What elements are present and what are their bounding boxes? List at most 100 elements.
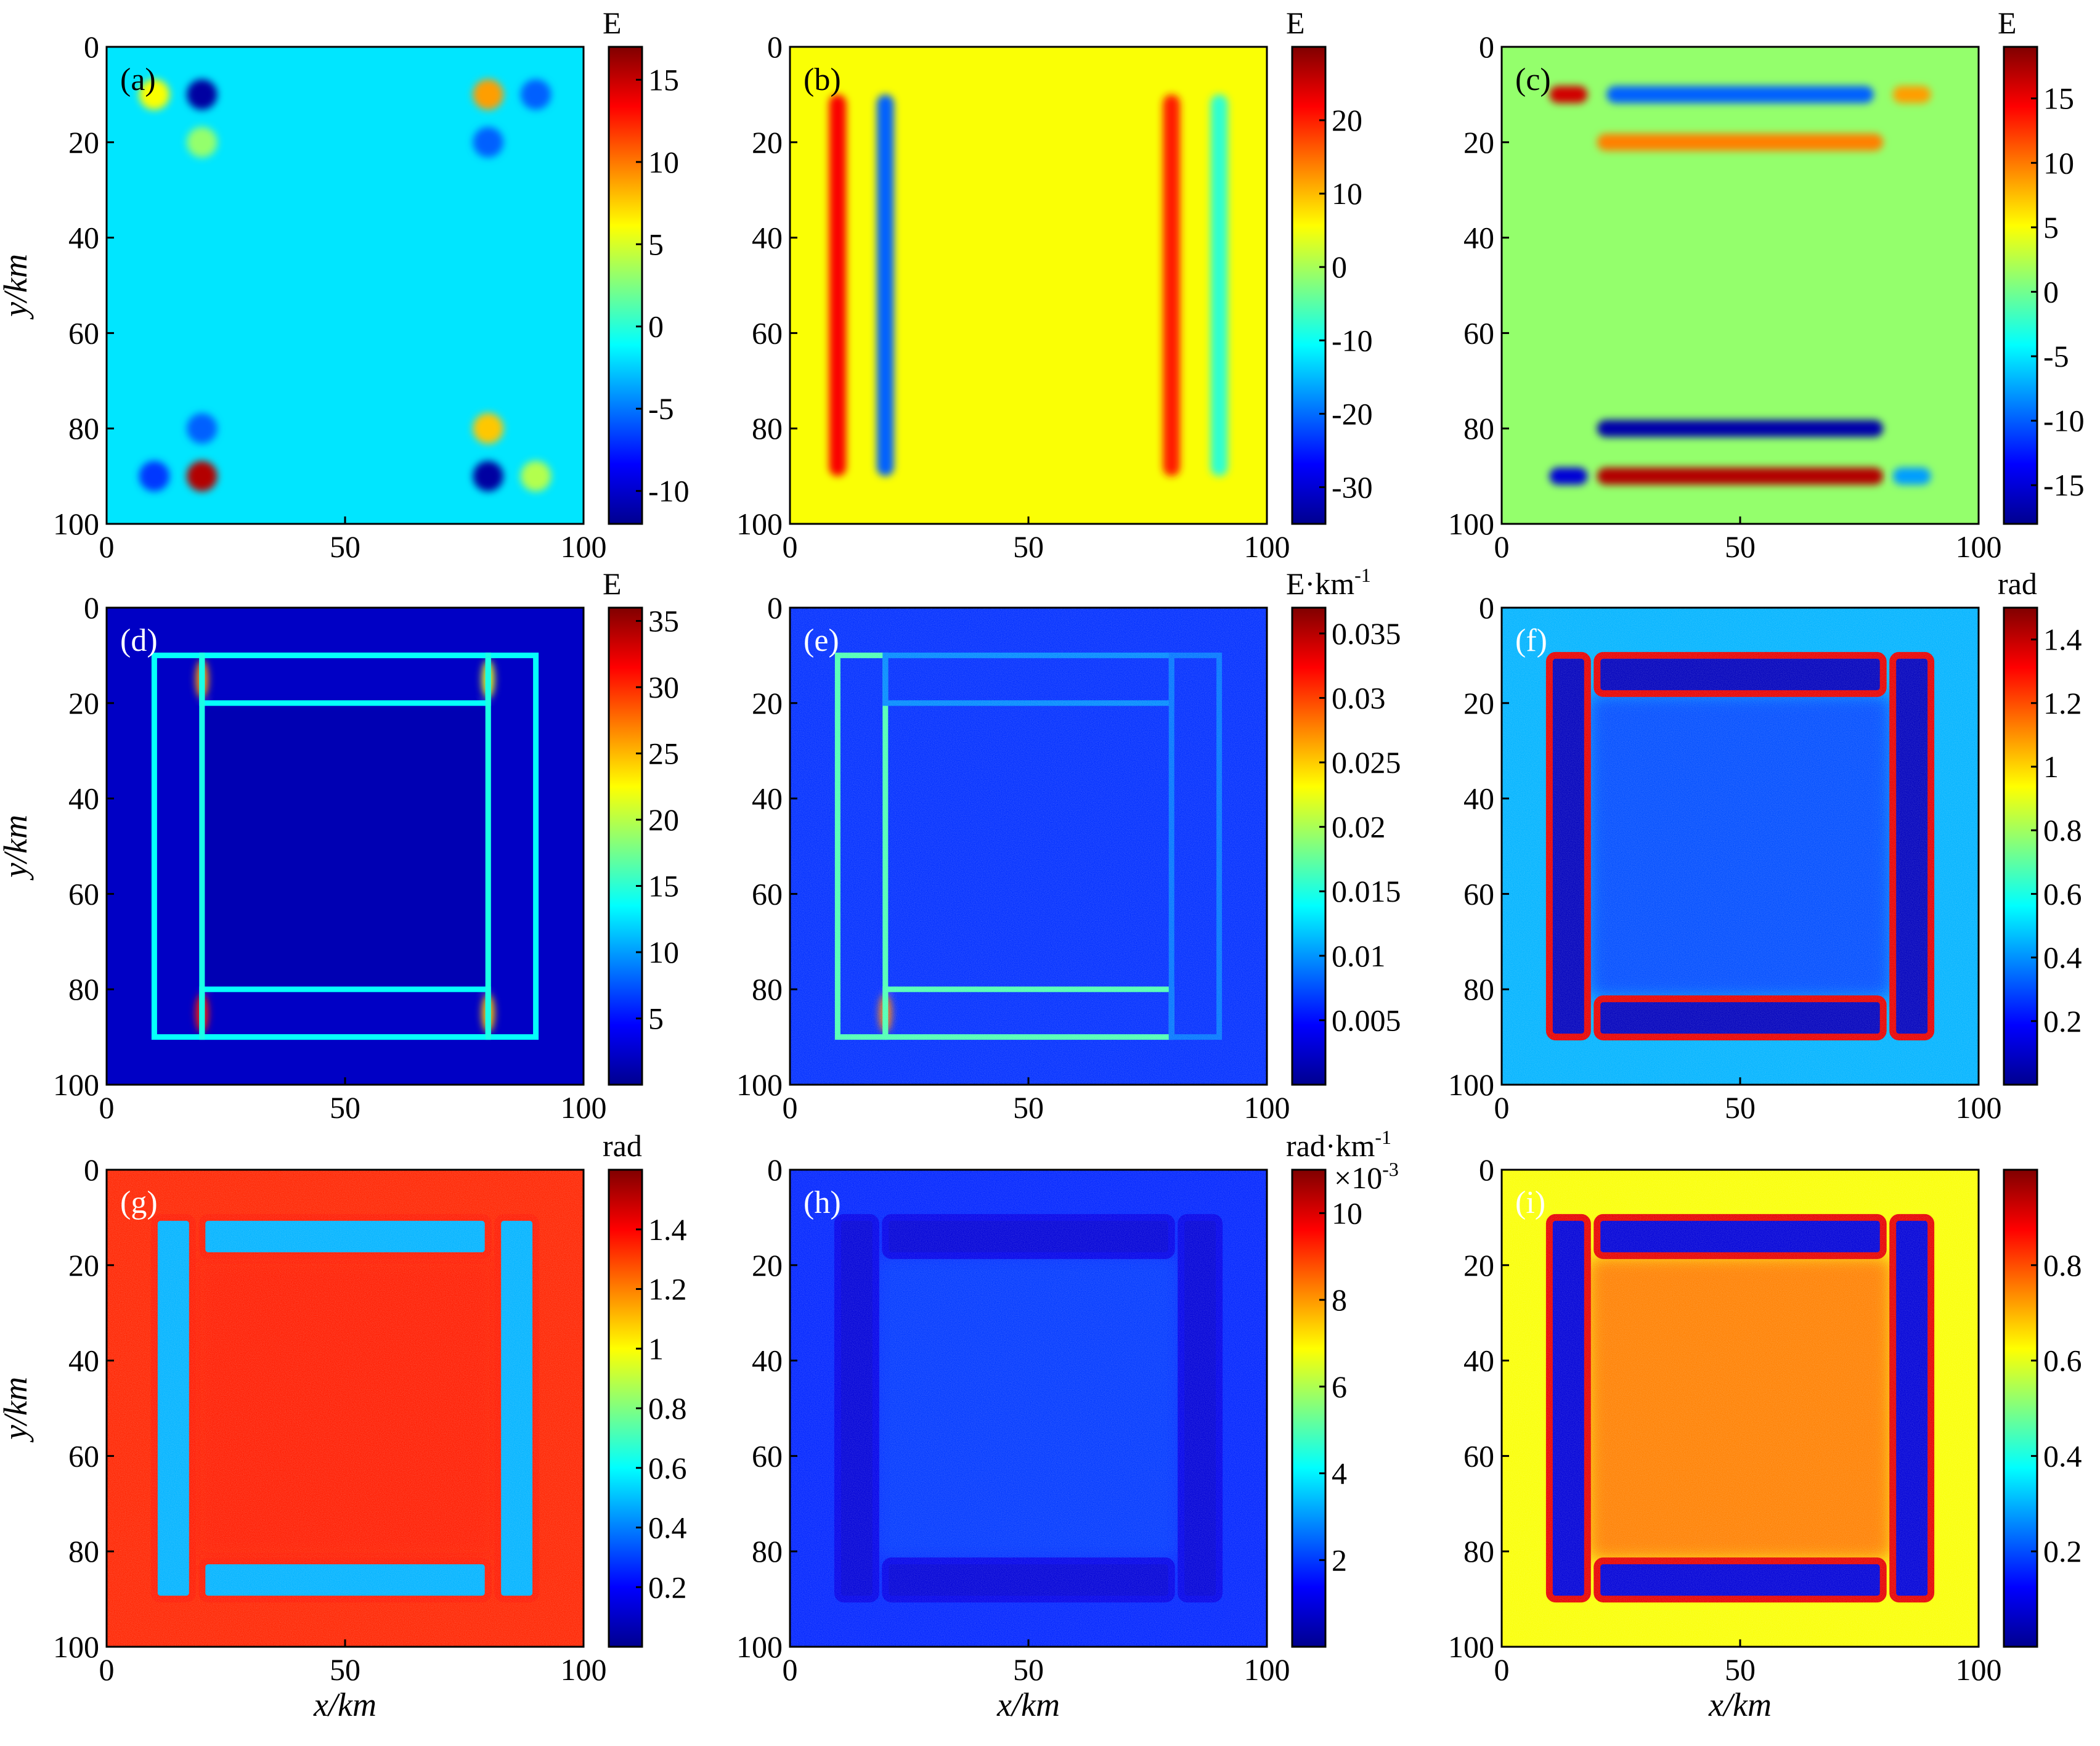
heatmap-bar [1892,467,1931,485]
colorbar-tick-label: 10 [648,145,679,179]
x-tick-label: 100 [1244,1090,1290,1125]
y-tick-label: 20 [752,1248,783,1283]
heatmap-area [107,1170,584,1647]
x-tick-label: 50 [330,529,360,564]
y-tick-label: 80 [752,411,783,446]
panel-label: (e) [804,623,839,658]
colorbar: 2 4 6 8 10 rad·km-1×10-3 [1286,1126,1399,1648]
x-tick-label: 100 [561,1090,607,1125]
colorbar-unit: E [1998,6,2017,40]
y-tick-label: 100 [736,507,783,541]
y-tick-label: 0 [767,590,783,625]
x-axis-title: x/km [996,1686,1060,1723]
colorbar-tick-label: 0.005 [1332,1003,1401,1037]
panel-label: (g) [120,1185,158,1220]
colorbar-tick-label: 30 [648,670,679,704]
y-tick-label: 0 [84,1152,99,1187]
x-tick-label: 0 [783,1652,798,1687]
heatmap-area [790,1170,1267,1647]
colorbar-tick-label: 0.4 [2043,1438,2082,1473]
heatmap-bar [1210,94,1228,476]
colorbar-tick-label: 1.4 [2043,622,2082,657]
y-tick-label: 40 [1463,781,1494,816]
colorbar-scale [608,46,643,525]
y-tick-label: 80 [68,1534,99,1569]
y-tick-label: 60 [68,1438,99,1473]
heatmap-noise [790,1170,1267,1647]
colorbar-tick-label: 0.6 [648,1451,687,1485]
y-tick-label: 60 [68,876,99,911]
y-tick-label: 20 [752,125,783,160]
y-tick-label: 60 [752,316,783,350]
y-tick-label: 20 [1463,1248,1494,1283]
x-tick-label: 50 [330,1652,360,1687]
colorbar-tick-label: 0.03 [1332,680,1386,715]
heatmap-area [1502,608,1979,1085]
y-tick-label: 100 [1448,1067,1494,1102]
colorbar: -30 -20 -10 0 10 20 E [1286,6,1373,525]
y-tick-label: 40 [752,1344,783,1378]
x-tick-label: 100 [1956,529,2002,564]
y-axis-title: y/km [0,254,34,320]
colorbar-tick-label: 0.2 [2043,1534,2082,1569]
colorbar-tick-label: 35 [648,604,679,638]
colorbar-tick-label: 0.8 [2043,813,2082,847]
heatmap-blob [473,79,503,110]
x-axis-title: x/km [313,1686,376,1723]
colorbar-scale [1291,46,1327,525]
x-tick-label: 50 [1013,529,1044,564]
heatmap-bar [1549,86,1588,104]
y-tick-label: 0 [1479,30,1494,64]
heatmap-inner [201,703,489,990]
colorbar-tick-label: -10 [648,474,690,508]
heatmap-area [107,47,584,524]
x-tick-label: 50 [1013,1090,1044,1125]
heatmap-bar [1597,467,1884,485]
x-tick-label: 0 [99,1090,115,1125]
x-tick-label: 50 [1725,1090,1756,1125]
colorbar: -15 -10 -5 0 5 10 15 E [1998,6,2085,525]
colorbar-scale [2003,1169,2038,1648]
y-tick-label: 100 [53,507,99,541]
colorbar-scale [1291,606,1327,1086]
colorbar-tick-label: 4 [1332,1456,1347,1491]
colorbar-tick-label: 0.4 [2043,940,2082,975]
panel-f: 0 50 100020406080100(f)0.20.40.60.811.21.4… [1448,566,2082,1125]
y-tick-label: 60 [1463,1438,1494,1473]
colorbar-tick-label: 0 [1332,250,1347,284]
y-tick-label: 40 [752,221,783,255]
heatmap-blob [473,127,503,158]
x-tick-label: 0 [1494,1652,1510,1687]
y-tick-label: 40 [1463,1344,1494,1378]
heatmap-blob [520,460,551,492]
heatmap-area [790,608,1267,1085]
y-tick-label: 100 [1448,507,1494,541]
colorbar-unit: E [603,566,622,601]
panel-h: 0 50 100020406080100(h)x/km246810rad·km-1×… [736,1126,1399,1723]
colorbar-tick-label: 0.01 [1332,939,1386,973]
heatmap-blob [187,79,218,110]
colorbar-tick-label: -20 [1332,396,1373,431]
heatmap-blob [473,413,503,444]
colorbar-tick-label: 5 [2043,210,2059,245]
x-tick-label: 50 [330,1090,360,1125]
colorbar-unit: rad·km-1 [1286,1126,1391,1163]
y-tick-label: 20 [1463,686,1494,720]
x-tick-label: 100 [1956,1090,2002,1125]
colorbar-exponent: ×10-3 [1334,1158,1399,1195]
colorbar-tick-label: 0 [2043,274,2059,309]
x-tick-label: 50 [1013,1652,1044,1687]
y-tick-label: 100 [53,1067,99,1102]
x-tick-label: 0 [99,529,115,564]
x-tick-label: 100 [1244,1652,1290,1687]
colorbar-tick-label: 10 [648,935,679,969]
colorbar-tick-label: 0.2 [648,1570,687,1604]
colorbar-tick-label: 0.2 [2043,1004,2082,1038]
heatmap-area [1502,1170,1979,1647]
colorbar-tick-label: 1.2 [648,1272,687,1307]
colorbar-tick-label: -5 [648,391,674,426]
colorbar-tick-label: 20 [648,802,679,837]
heatmap-background [1502,47,1979,524]
y-tick-label: 80 [1463,972,1494,1006]
colorbar-scale [1291,1169,1327,1648]
